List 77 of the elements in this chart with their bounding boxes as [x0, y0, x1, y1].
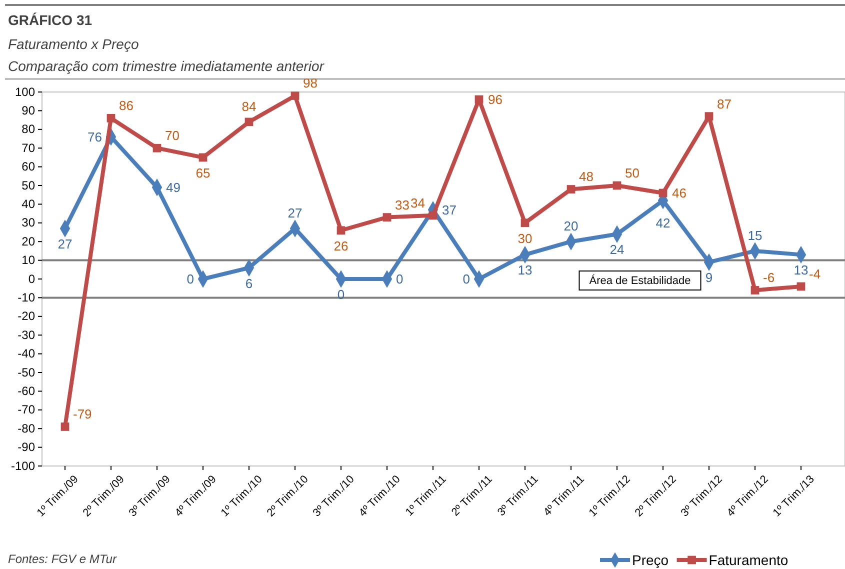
chart-title: GRÁFICO 31 [8, 12, 92, 28]
legend-label: Preço [632, 552, 669, 568]
data-label: 86 [119, 98, 134, 114]
y-tick-label: -70 [18, 402, 36, 417]
data-label: -4 [809, 266, 821, 282]
data-label: 0 [186, 272, 194, 286]
point [198, 153, 208, 162]
y-tick-label: -100 [10, 458, 36, 473]
data-label: 49 [166, 180, 180, 195]
point [750, 286, 760, 294]
y-tick-label: 100 [14, 84, 36, 99]
data-label: 42 [656, 215, 670, 230]
data-label: 26 [334, 238, 348, 254]
point [566, 185, 576, 194]
y-tick-label: 20 [22, 234, 36, 248]
data-label: 46 [672, 185, 686, 200]
point [612, 181, 622, 190]
data-label: 98 [303, 76, 318, 91]
annotation: Área de Estabilidade [589, 274, 691, 287]
legend-label: Faturamento [708, 552, 788, 568]
y-tick-label: 30 [22, 216, 36, 230]
y-tick-label: 40 [22, 197, 36, 212]
data-label: 33 [395, 197, 410, 212]
data-label: 30 [518, 230, 532, 246]
data-label: -6 [763, 270, 775, 286]
point [336, 226, 346, 235]
data-label: -79 [73, 406, 92, 422]
point [658, 188, 668, 198]
data-label: 70 [165, 128, 180, 144]
data-label: 27 [288, 206, 302, 221]
data-label: 6 [245, 276, 253, 291]
y-tick-label: 10 [22, 253, 36, 268]
point [796, 282, 806, 291]
data-label: 87 [717, 96, 732, 112]
y-tick-label: -90 [18, 440, 36, 454]
y-tick-label: 70 [22, 140, 36, 155]
data-label: 50 [625, 166, 640, 180]
data-label: 27 [58, 236, 72, 252]
point [428, 211, 438, 220]
point [474, 95, 484, 104]
point [106, 114, 116, 122]
data-label: 13 [794, 262, 808, 278]
point [60, 422, 70, 431]
y-tick-label: 50 [22, 178, 36, 192]
data-label: 65 [196, 165, 210, 180]
y-tick-label: -50 [18, 365, 36, 380]
y-tick-label: 90 [22, 104, 36, 118]
data-label: 96 [488, 92, 502, 107]
data-label: 34 [410, 195, 425, 210]
data-label: 48 [579, 169, 594, 184]
point [382, 213, 392, 222]
y-tick-label: 80 [22, 122, 36, 136]
data-label: 24 [610, 242, 624, 258]
data-label: 0 [396, 272, 404, 286]
point [704, 112, 714, 120]
point [290, 92, 300, 100]
data-label: 84 [242, 98, 256, 114]
point [244, 118, 254, 126]
data-label: 15 [748, 228, 762, 243]
data-label: 20 [564, 218, 578, 234]
data-label: 0 [462, 272, 470, 286]
y-tick-label: -60 [18, 384, 36, 398]
y-tick-label: 60 [22, 160, 36, 174]
data-label: 13 [518, 262, 532, 278]
y-tick-label: 0 [28, 272, 36, 286]
y-tick-label: -10 [18, 290, 36, 305]
data-label: 37 [442, 202, 456, 218]
y-tick-label: -40 [18, 346, 36, 361]
chart-subtitle: Faturamento x Preço Comparação com trimestre imediatamente anterior [8, 36, 326, 74]
text: Fontes: FGV e MTur [8, 552, 118, 566]
point [520, 218, 530, 228]
y-tick-label: -20 [18, 309, 36, 324]
y-tick-label: -80 [18, 421, 36, 436]
y-tick-label: -30 [18, 328, 36, 342]
point [152, 144, 162, 152]
data-label: 9 [705, 270, 713, 286]
data-label: 76 [88, 129, 102, 144]
